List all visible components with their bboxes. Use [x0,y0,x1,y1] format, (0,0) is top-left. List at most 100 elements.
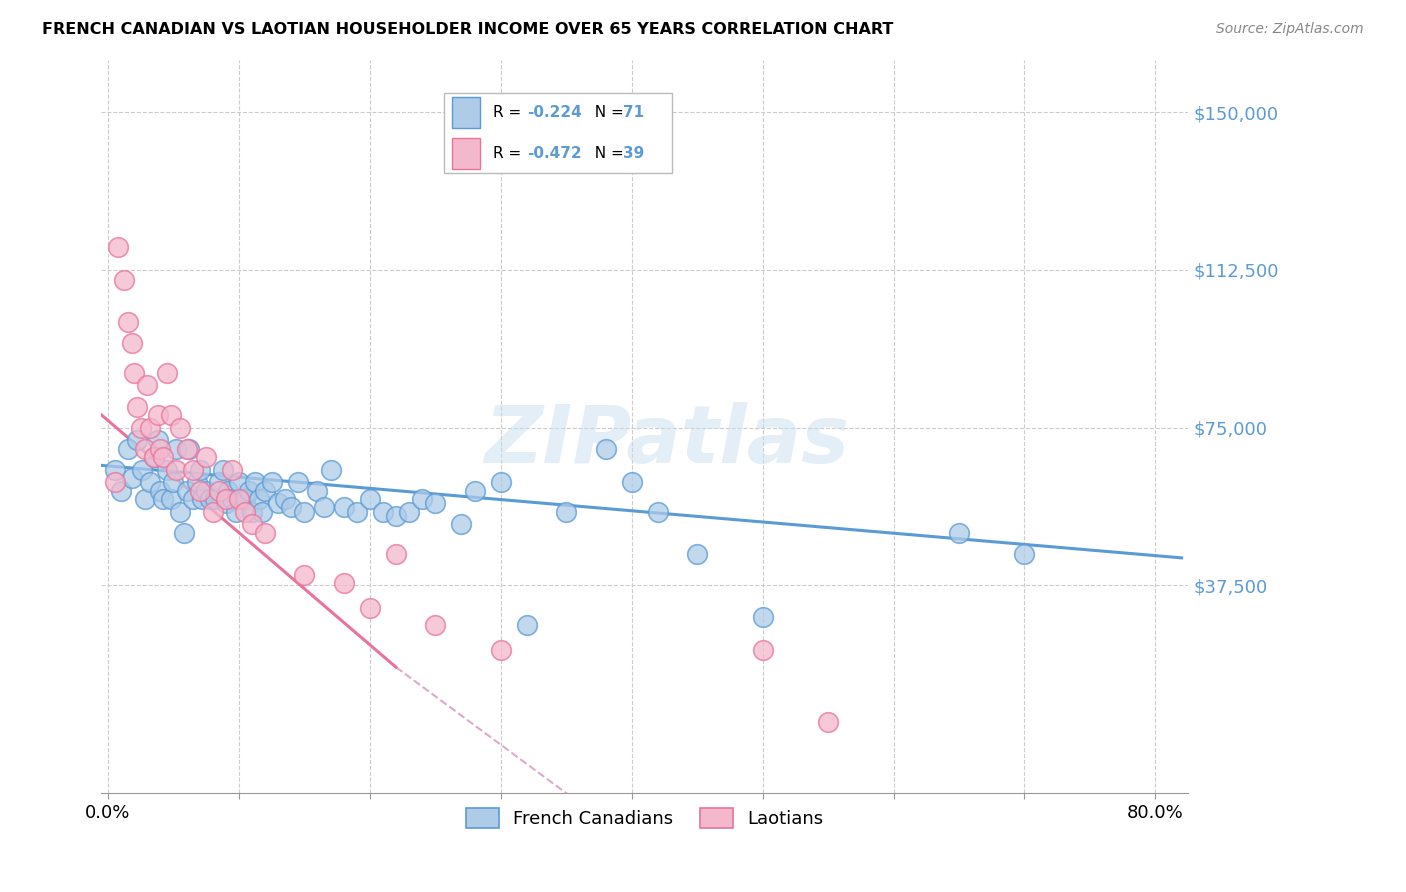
Point [146,408,169,422]
Point [152,450,174,464]
Point [260,475,283,490]
Point [489,475,512,490]
Point [186,475,208,490]
Point [188,462,211,476]
Point [103,475,125,490]
Point [235,491,257,506]
Point [620,475,643,490]
Point [346,505,368,519]
Point [359,601,381,615]
Point [198,491,221,506]
Point [176,442,198,456]
Point [149,442,172,456]
Point [751,609,773,624]
Point [948,525,970,540]
Bar [453,97,479,128]
Point [129,420,152,434]
Point [817,714,839,729]
Point [228,491,250,506]
Point [121,471,143,485]
Point [215,496,238,510]
Point [319,462,342,476]
Point [215,491,238,506]
Point [131,462,153,476]
Point [212,462,235,476]
Point [225,505,247,519]
Point [156,462,179,476]
Point [240,505,263,519]
Text: ZIPatlas: ZIPatlas [484,402,849,480]
Point [162,475,184,490]
Point [450,517,472,532]
Point [1014,547,1036,561]
Point [159,491,181,506]
Point [134,491,156,506]
Point [371,505,394,519]
Point [274,491,297,506]
Text: -0.472: -0.472 [527,145,582,161]
Point [107,240,129,254]
Point [179,442,201,456]
Text: R =: R = [492,105,526,120]
Point [165,442,187,456]
Text: R =: R = [492,145,526,161]
Point [398,505,420,519]
Point [146,433,169,447]
Point [195,450,218,464]
Point [121,336,143,351]
Point [221,462,243,476]
Point [686,547,709,561]
Point [332,500,354,515]
Point [195,483,218,498]
Point [489,643,512,657]
Point [122,366,145,380]
Point [252,505,274,519]
Point [191,491,214,506]
Point [208,483,231,498]
Point [125,400,148,414]
Point [117,442,139,456]
FancyBboxPatch shape [444,93,672,173]
Point [385,508,408,523]
Point [280,500,302,515]
Point [647,505,669,519]
Text: 71: 71 [623,105,644,120]
Point [385,547,408,561]
Text: N =: N = [585,105,628,120]
Point [142,450,165,464]
Point [125,433,148,447]
Point [152,491,174,506]
Point [204,491,226,506]
Point [221,491,243,506]
Point [267,496,290,510]
Point [159,408,181,422]
Point [134,442,156,456]
Point [169,505,191,519]
Point [231,491,253,506]
Point [217,483,239,498]
Text: -0.224: -0.224 [527,105,582,120]
Point [110,483,132,498]
Point [165,462,187,476]
Point [103,462,125,476]
Point [425,496,447,510]
Point [188,483,211,498]
Point [139,475,162,490]
Text: Source: ZipAtlas.com: Source: ZipAtlas.com [1216,22,1364,37]
Point [243,475,266,490]
Point [307,483,329,498]
Point [142,450,165,464]
Point [751,643,773,657]
Text: 39: 39 [623,145,644,161]
Point [332,576,354,591]
Point [254,483,277,498]
Point [201,505,224,519]
Text: FRENCH CANADIAN VS LAOTIAN HOUSEHOLDER INCOME OVER 65 YEARS CORRELATION CHART: FRENCH CANADIAN VS LAOTIAN HOUSEHOLDER I… [42,22,894,37]
Point [228,475,250,490]
Point [516,618,538,632]
Point [312,500,335,515]
Point [156,366,179,380]
Text: N =: N = [585,145,628,161]
Legend: French Canadians, Laotians: French Canadians, Laotians [458,800,831,836]
Point [425,618,447,632]
